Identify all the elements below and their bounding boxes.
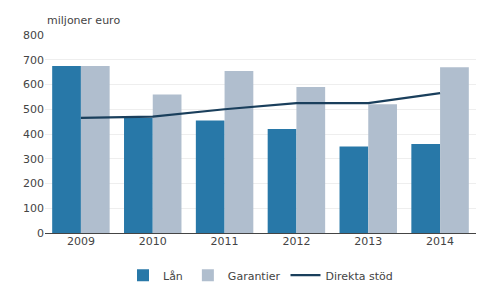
- svg-text:2013: 2013: [354, 235, 382, 248]
- svg-text:400: 400: [23, 128, 44, 141]
- svg-text:800: 800: [23, 29, 44, 42]
- svg-text:2011: 2011: [211, 235, 239, 248]
- svg-text:2009: 2009: [67, 235, 95, 248]
- svg-text:300: 300: [23, 153, 44, 166]
- svg-text:Garantier: Garantier: [228, 270, 281, 283]
- svg-text:2012: 2012: [282, 235, 310, 248]
- svg-text:2014: 2014: [426, 235, 454, 248]
- svg-text:100: 100: [23, 202, 44, 215]
- svg-text:Lån: Lån: [163, 270, 183, 283]
- svg-text:0: 0: [37, 227, 44, 240]
- svg-text:Direkta stöd: Direkta stöd: [326, 270, 393, 283]
- svg-text:700: 700: [23, 54, 44, 67]
- svg-text:miljoner euro: miljoner euro: [47, 14, 120, 27]
- svg-text:2010: 2010: [139, 235, 167, 248]
- svg-text:600: 600: [23, 78, 44, 91]
- svg-text:200: 200: [23, 177, 44, 190]
- svg-text:500: 500: [23, 103, 44, 116]
